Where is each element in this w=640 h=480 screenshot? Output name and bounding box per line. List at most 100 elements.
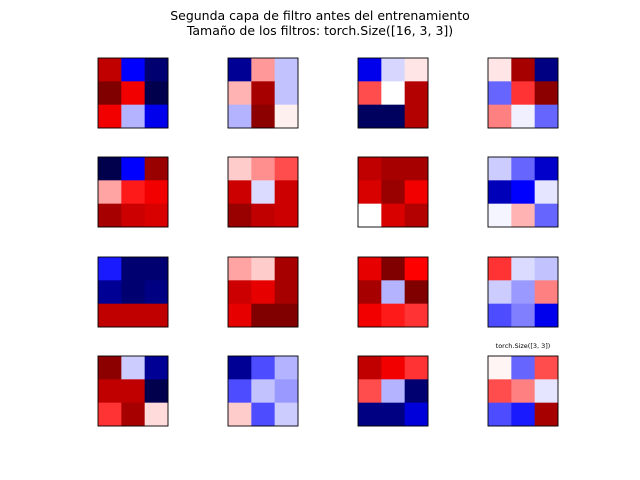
heatmap-cell (488, 280, 512, 305)
heatmap-cell (274, 257, 299, 281)
figure-title-line-2: Tamaño de los filtros: torch.Size([16, 3… (186, 23, 454, 38)
heatmap-cell (251, 356, 276, 380)
heatmap-cell (381, 157, 406, 181)
heatmap-cell (144, 157, 169, 181)
heatmap-cell (511, 257, 536, 281)
heatmap-cell (144, 402, 169, 427)
heatmap-cell (228, 402, 252, 427)
heatmap-cell (98, 81, 122, 106)
heatmap-cell (274, 104, 299, 129)
panel-frame (97, 156, 169, 228)
heatmap-cell (144, 58, 169, 82)
heatmap-cell (381, 402, 406, 427)
heatmap-cell (121, 157, 146, 181)
heatmap-cell (358, 203, 382, 228)
heatmap-cell (358, 157, 382, 181)
figure-title-line-1: Segunda capa de filtro antes del entrena… (170, 8, 470, 23)
filter-panel-13 (97, 355, 169, 427)
heatmap-cell (381, 257, 406, 281)
heatmap-cell (511, 280, 536, 305)
heatmap-cell (511, 104, 536, 129)
heatmap-cell (251, 303, 276, 328)
heatmap-cell (98, 180, 122, 205)
heatmap-cell (488, 104, 512, 129)
heatmap-cell (251, 379, 276, 404)
heatmap-cell (121, 379, 146, 404)
heatmap-cell (534, 203, 559, 228)
panel-frame (487, 256, 559, 328)
heatmap-cell (534, 303, 559, 328)
heatmap-cell (534, 58, 559, 82)
panel-frame (357, 156, 429, 228)
heatmap-cell (404, 280, 429, 305)
heatmap-cell (274, 180, 299, 205)
heatmap-cell (381, 303, 406, 328)
panel-frame (227, 256, 299, 328)
heatmap-cell (144, 104, 169, 129)
panel-frame (97, 256, 169, 328)
heatmap-cell (121, 303, 146, 328)
heatmap-cell (144, 379, 169, 404)
heatmap-cell (121, 402, 146, 427)
heatmap-cell (404, 81, 429, 106)
heatmap-cell (251, 203, 276, 228)
heatmap-cell (534, 257, 559, 281)
heatmap-cell (251, 81, 276, 106)
heatmap-cell (534, 402, 559, 427)
heatmap-cell (274, 203, 299, 228)
filter-panel-10 (227, 256, 299, 328)
heatmap-cell (144, 356, 169, 380)
heatmap-cell (98, 402, 122, 427)
heatmap-cell (144, 257, 169, 281)
panel-frame (227, 355, 299, 427)
heatmap-cell (274, 58, 299, 82)
filter-panel-11 (357, 256, 429, 328)
heatmap-cell (274, 81, 299, 106)
heatmap-cell (358, 81, 382, 106)
filter-panel-1 (97, 57, 169, 129)
heatmap-cell (274, 402, 299, 427)
heatmap-cell (381, 356, 406, 380)
heatmap-cell (98, 58, 122, 82)
heatmap-cell (404, 104, 429, 129)
heatmap-cell (228, 356, 252, 380)
heatmap-cell (488, 356, 512, 380)
heatmap-cell (488, 379, 512, 404)
filter-panel-14 (227, 355, 299, 427)
filter-panel-15 (357, 355, 429, 427)
heatmap-cell (274, 303, 299, 328)
heatmap-cell (534, 180, 559, 205)
heatmap-cell (251, 257, 276, 281)
heatmap-cell (358, 180, 382, 205)
heatmap-cell (511, 180, 536, 205)
heatmap-cell (121, 180, 146, 205)
heatmap-cell (98, 157, 122, 181)
filter-panel-12 (487, 256, 559, 328)
heatmap-cell (121, 81, 146, 106)
heatmap-cell (488, 58, 512, 82)
heatmap-cell (534, 104, 559, 129)
panel-frame (227, 57, 299, 129)
heatmap-cell (251, 280, 276, 305)
heatmap-cell (98, 280, 122, 305)
heatmap-cell (488, 203, 512, 228)
heatmap-cell (381, 203, 406, 228)
heatmap-cell (488, 81, 512, 106)
heatmap-cell (144, 203, 169, 228)
heatmap-cell (358, 356, 382, 380)
heatmap-cell (98, 356, 122, 380)
heatmap-cell (274, 157, 299, 181)
panel-frame (357, 57, 429, 129)
heatmap-cell (381, 280, 406, 305)
panel-frame (487, 57, 559, 129)
heatmap-cell (251, 104, 276, 129)
heatmap-cell (98, 303, 122, 328)
heatmap-cell (534, 356, 559, 380)
heatmap-cell (511, 203, 536, 228)
heatmap-cell (251, 157, 276, 181)
heatmap-cell (121, 58, 146, 82)
heatmap-cell (534, 157, 559, 181)
heatmap-cell (98, 104, 122, 129)
filter-panel-7 (357, 156, 429, 228)
heatmap-cell (358, 104, 382, 129)
